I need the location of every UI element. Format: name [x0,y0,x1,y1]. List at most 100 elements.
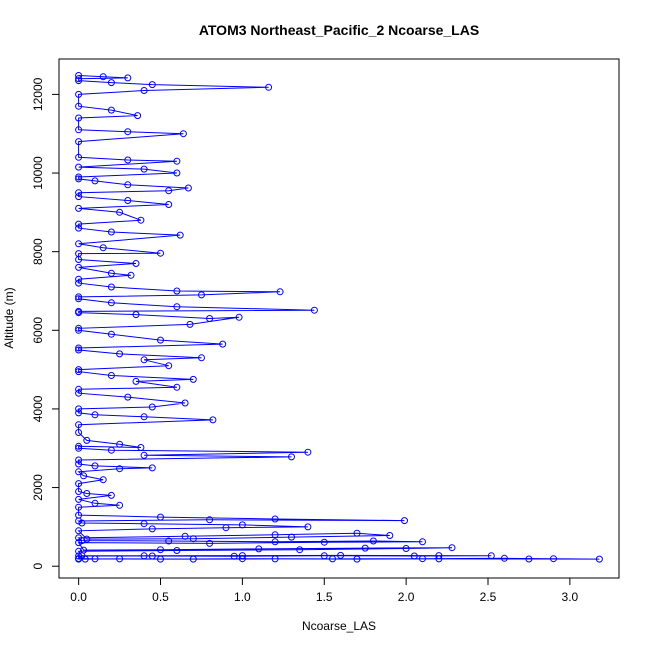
data-point [116,555,124,563]
data-point [75,547,83,555]
data-point [369,537,377,545]
y-axis: 0 2000 4000 6000 8000 10000 12000 [31,77,60,570]
data-point [99,73,107,81]
data-point [148,403,156,411]
data-point [107,283,115,291]
data-point [75,405,83,413]
data-point [75,324,83,332]
data-point [75,442,83,450]
data-point [271,555,279,563]
data-point [116,440,124,448]
chart-title: ATOM3 Northeast_Pacific_2 Ncoarse_LAS [199,22,479,38]
data-point [75,368,83,376]
data-point [75,295,83,303]
data-point [173,157,181,165]
data-point [132,377,140,385]
x-axis: 0.0 0.5 1.0 1.5 2.0 2.5 3.0 [70,577,579,604]
data-point [75,307,83,315]
data-point [127,271,135,279]
data-point [75,189,83,197]
data-point [361,544,369,552]
data-point [75,346,83,354]
data-point [329,555,336,563]
data-point [238,552,246,560]
data-point [165,201,173,208]
data-point [525,555,533,563]
data-point [255,545,263,553]
data-point [75,503,83,511]
data-point [181,399,189,407]
data-point [288,453,295,461]
x-tick-label: 3.0 [562,590,579,604]
data-point [137,216,145,224]
data-point [595,555,603,563]
x-tick-label: 0.5 [152,590,169,604]
data-point [550,555,557,563]
data-point [91,555,99,563]
data-point [107,330,115,338]
data-point [75,77,83,85]
data-point [148,552,156,560]
data-point [173,547,181,554]
data-point [75,468,83,476]
data-point [132,311,140,319]
data-point [157,555,164,563]
data-point [165,362,173,370]
data-point [75,344,83,352]
data-point [238,521,246,529]
data-point [124,181,132,189]
data-point [353,555,361,563]
data-point [419,538,426,546]
data-point [137,444,145,451]
data-point [173,383,181,391]
data-point [157,513,164,521]
x-tick-label: 0.0 [70,590,87,604]
data-point [75,263,83,271]
x-tick-label: 1.5 [316,590,333,604]
data-point [116,501,124,509]
data-point [75,75,83,83]
data-point [107,491,115,499]
data-point [75,495,83,503]
y-tick-label: 6000 [31,317,45,344]
data-point [75,175,83,183]
data-point [410,552,418,560]
data-point [134,112,142,120]
data-point [75,366,83,374]
data-point [265,83,273,91]
data-point [75,193,83,201]
data-point [140,451,148,459]
data-point [206,539,214,547]
data-point [75,204,83,212]
data-point [500,554,508,562]
data-point [107,79,115,87]
data-point [165,537,173,545]
data-point [83,535,91,543]
data-point [83,490,91,497]
data-point [189,555,197,563]
data-point [75,444,83,452]
data-point [206,516,214,524]
data-point [157,546,164,554]
y-tick-label: 10000 [31,156,45,190]
data-point [140,552,148,560]
data-point [140,165,148,173]
data-point [271,538,279,546]
y-tick-label: 4000 [31,395,45,422]
data-point [209,416,217,424]
data-point [116,208,124,216]
data-point [75,138,83,146]
data-point [107,372,115,379]
data-point [107,228,115,236]
data-point [75,153,83,161]
data-point [176,231,184,239]
data-point [157,336,164,344]
data-point [148,464,156,472]
data-point [91,499,99,507]
data-point [271,515,279,523]
data-point [124,128,132,136]
data-point [99,244,107,252]
data-point [402,545,410,552]
data-point [75,250,83,258]
